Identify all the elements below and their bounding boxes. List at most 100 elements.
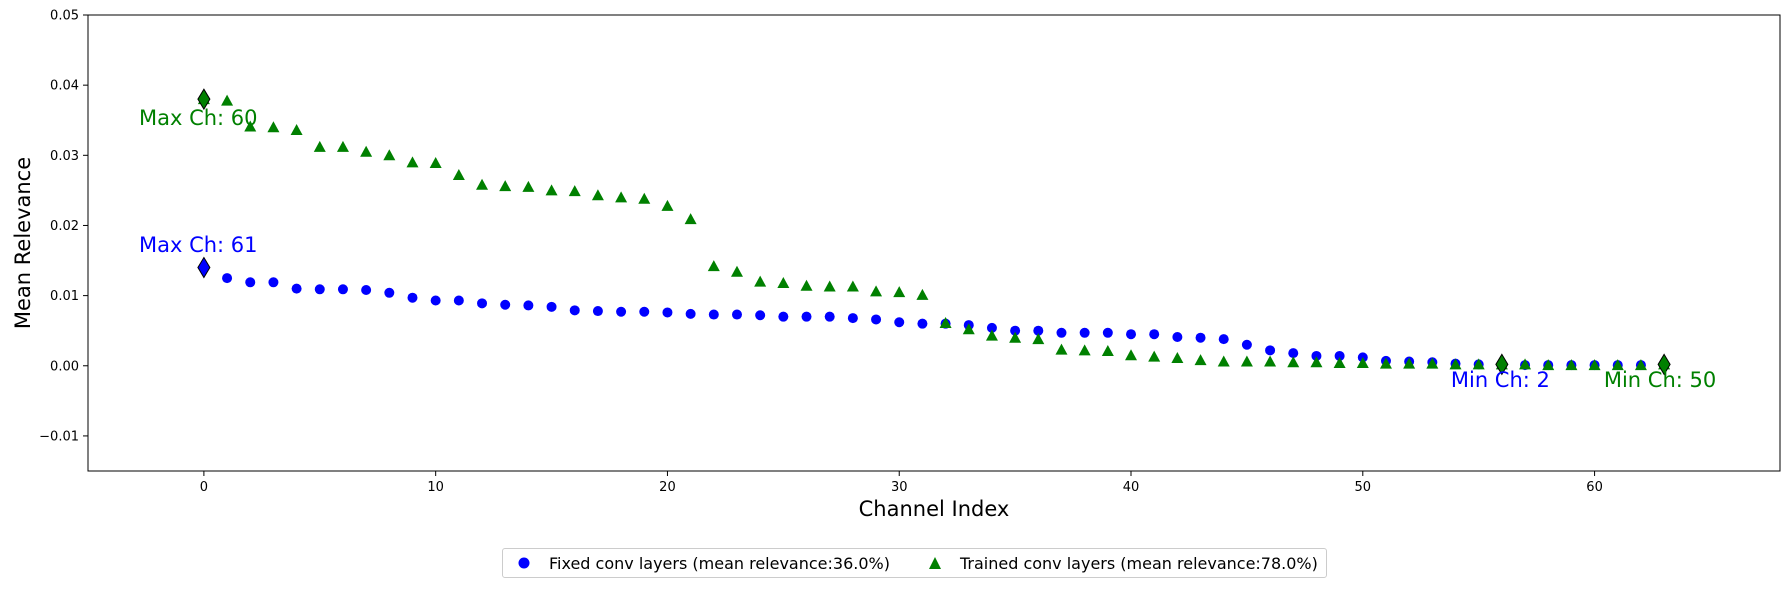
trained-point bbox=[221, 94, 234, 106]
trained-point bbox=[1449, 358, 1462, 370]
fixed-point bbox=[1102, 327, 1113, 338]
fixed-point bbox=[592, 306, 603, 317]
highlight-layer bbox=[197, 88, 1671, 376]
trained-point bbox=[522, 180, 535, 192]
trained-point bbox=[1194, 354, 1207, 366]
fixed-point bbox=[1288, 348, 1299, 359]
trained-point bbox=[313, 140, 326, 152]
trained-point bbox=[360, 145, 373, 157]
legend: Fixed conv layers (mean relevance:36.0%)… bbox=[502, 548, 1327, 578]
fixed-point bbox=[500, 299, 511, 310]
y-tick-label: 0.01 bbox=[50, 289, 79, 304]
x-axis-title: Channel Index bbox=[859, 497, 1010, 521]
x-tick-label: 10 bbox=[427, 480, 444, 495]
trained-point bbox=[1148, 350, 1161, 362]
trained-point bbox=[1542, 359, 1555, 371]
fixed-point bbox=[1126, 329, 1137, 340]
trained-point bbox=[545, 184, 558, 196]
y-tick-label: −0.01 bbox=[39, 429, 79, 444]
x-tick-label: 0 bbox=[200, 480, 208, 495]
fixed-point bbox=[1149, 329, 1160, 340]
trained-point bbox=[1171, 352, 1184, 364]
trained-point bbox=[638, 192, 651, 204]
trained-point bbox=[336, 140, 349, 152]
fixed-point bbox=[662, 307, 673, 318]
legend-item-trained: Trained conv layers (mean relevance:78.0… bbox=[928, 554, 1318, 573]
trained-point bbox=[939, 316, 952, 328]
trained-point bbox=[1240, 355, 1253, 367]
fixed-point bbox=[708, 309, 719, 320]
y-tick-label: 0.05 bbox=[50, 9, 79, 24]
extreme-annotation: Max Ch: 60 bbox=[139, 106, 258, 130]
fixed-point bbox=[685, 308, 696, 319]
trained-point bbox=[615, 191, 628, 203]
legend-label-fixed: Fixed conv layers (mean relevance:36.0%) bbox=[549, 553, 890, 573]
trained-point bbox=[1588, 359, 1601, 371]
fixed-point bbox=[847, 313, 858, 324]
trained-point bbox=[1264, 355, 1277, 367]
fixed-point bbox=[361, 285, 372, 296]
fixed-point bbox=[291, 283, 302, 294]
fixed-point bbox=[1311, 350, 1322, 361]
legend-item-fixed: Fixed conv layers (mean relevance:36.0%) bbox=[517, 554, 890, 573]
y-axis-title: Mean Relevance bbox=[11, 157, 35, 329]
fixed-point bbox=[546, 301, 557, 312]
trained-point bbox=[406, 156, 419, 168]
trained-point bbox=[1009, 331, 1022, 343]
trained-point bbox=[754, 275, 767, 287]
fixed-point bbox=[871, 314, 882, 325]
extreme-annotation: Min Ch: 2 bbox=[1451, 368, 1550, 392]
legend-circle-icon bbox=[517, 556, 531, 570]
extreme-diamond-marker bbox=[1657, 353, 1671, 376]
trained-point bbox=[1426, 357, 1439, 369]
trained-point bbox=[962, 323, 975, 335]
trained-point bbox=[1634, 359, 1647, 371]
extreme-diamond-marker bbox=[1495, 353, 1509, 376]
trained-point bbox=[1101, 345, 1114, 357]
fixed-point bbox=[755, 310, 766, 321]
extreme-annotation: Min Ch: 50 bbox=[1604, 368, 1716, 392]
x-tick-label: 60 bbox=[1586, 480, 1603, 495]
fixed-point bbox=[894, 317, 905, 328]
fixed-point bbox=[778, 311, 789, 322]
y-tick-label: 0.00 bbox=[50, 359, 79, 374]
fixed-point bbox=[801, 311, 812, 322]
fixed-point bbox=[523, 300, 534, 311]
trained-point bbox=[870, 285, 883, 297]
fixed-point bbox=[245, 277, 256, 288]
x-tick-label: 20 bbox=[659, 480, 676, 495]
fixed-point bbox=[569, 305, 580, 316]
fixed-point bbox=[1172, 332, 1183, 343]
legend-label-trained: Trained conv layers (mean relevance:78.0… bbox=[959, 553, 1318, 573]
trained-point bbox=[730, 265, 743, 277]
fixed-point bbox=[639, 306, 650, 317]
y-tick-label: 0.02 bbox=[50, 219, 79, 234]
trained-point bbox=[499, 180, 512, 192]
trained-point bbox=[267, 121, 280, 133]
trained-point bbox=[684, 213, 697, 225]
trained-point bbox=[1055, 343, 1068, 355]
x-axis-ticks: 0 10 20 30 40 50 60 bbox=[200, 471, 1603, 495]
trained-point bbox=[1356, 356, 1369, 368]
fixed-point bbox=[407, 292, 418, 303]
trained-point bbox=[244, 120, 257, 132]
fixed-point bbox=[1079, 327, 1090, 338]
trained-point bbox=[1333, 356, 1346, 368]
trained-point bbox=[1217, 355, 1230, 367]
y-axis-ticks: −0.01 0.00 0.01 0.02 0.03 0.04 0.05 bbox=[39, 9, 88, 444]
trained-point bbox=[1078, 344, 1091, 356]
trained-point bbox=[429, 157, 442, 169]
fixed-point bbox=[616, 306, 627, 317]
fixed-point bbox=[917, 318, 928, 329]
trained-point bbox=[916, 288, 929, 300]
fixed-point bbox=[477, 298, 488, 309]
fixed-point bbox=[731, 309, 742, 320]
y-tick-label: 0.04 bbox=[50, 79, 79, 94]
fixed-point bbox=[384, 287, 395, 298]
trained-point bbox=[1125, 349, 1138, 361]
trained-point bbox=[591, 189, 604, 201]
extreme-annotation: Max Ch: 61 bbox=[139, 233, 258, 257]
trained-point bbox=[1519, 358, 1532, 370]
fixed-point bbox=[314, 284, 325, 295]
